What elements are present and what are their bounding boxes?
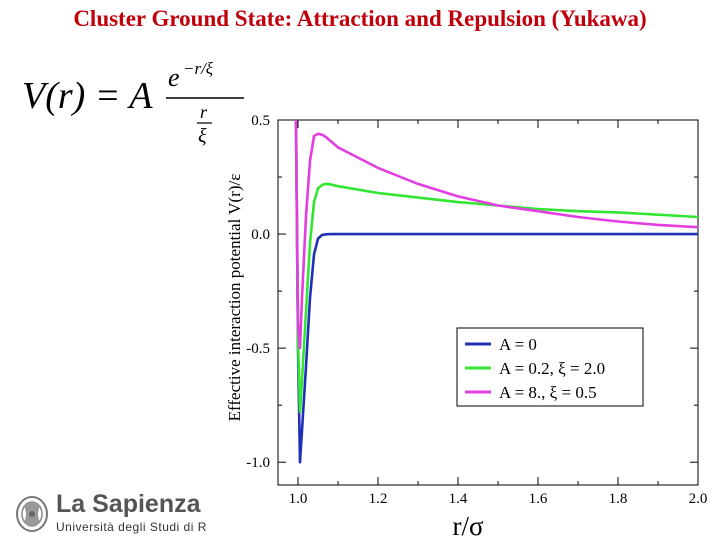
y-tick-label: 0.0: [251, 227, 270, 243]
legend-label: A = 0.2, ξ = 2.0: [499, 359, 605, 378]
series-line-1: [294, 120, 698, 414]
formula-denominator-den: ξ: [198, 125, 207, 147]
y-tick-label: -1.0: [246, 455, 270, 471]
x-tick-label: 1.2: [369, 491, 388, 507]
x-tick-label: 1.4: [449, 491, 468, 507]
series-line-0: [294, 120, 698, 464]
formula-denominator-num: r: [200, 102, 208, 122]
legend-label: A = 0: [499, 335, 537, 354]
x-tick-label: 1.8: [609, 491, 628, 507]
x-tick-label: 1.0: [289, 491, 308, 507]
yukawa-formula: V(r) = A e −r/ξ r ξ: [22, 60, 244, 147]
x-axis-label: r/σ: [452, 511, 483, 540]
formula-numerator-base: e: [168, 63, 180, 92]
sapienza-logo: La Sapienza Università degli Studi di R: [8, 490, 238, 540]
legend-label: A = 8., ξ = 0.5: [499, 383, 597, 402]
y-axis-label: Effective interaction potential V(r)/ε: [225, 174, 244, 422]
y-tick-label: 0.5: [251, 113, 270, 129]
formula-numerator-exponent: −r/ξ: [183, 60, 214, 78]
plot-frame: [277, 119, 699, 486]
logo-name: La Sapienza: [56, 490, 201, 518]
x-tick-label: 1.6: [529, 491, 548, 507]
university-seal-icon: [16, 496, 48, 532]
logo-subtitle: Università degli Studi di R: [56, 520, 207, 534]
formula-lhs: V(r) = A: [22, 75, 153, 117]
x-tick-label: 2.0: [689, 491, 708, 507]
y-tick-label: -0.5: [246, 341, 270, 357]
slide-title: Cluster Ground State: Attraction and Rep…: [73, 6, 647, 31]
series-line-2: [294, 120, 698, 350]
